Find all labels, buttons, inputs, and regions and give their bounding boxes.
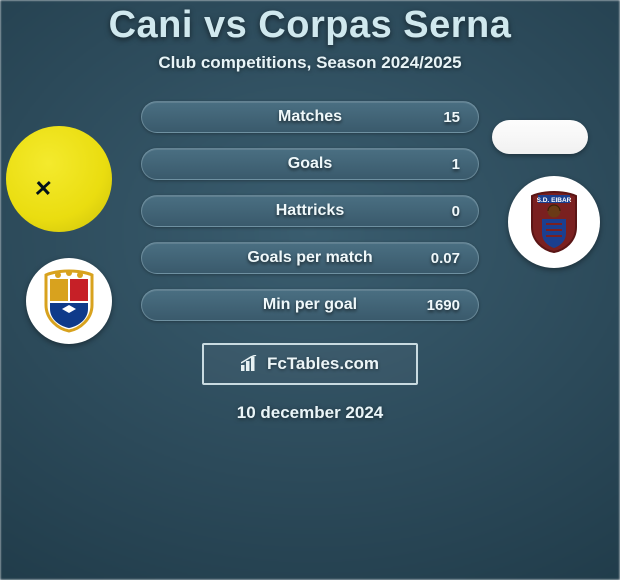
stat-label: Goals per match [247, 249, 372, 267]
stat-row: Goals per match 0.07 [141, 242, 479, 274]
page-title: Cani vs Corpas Serna [109, 4, 512, 47]
stat-value-right: 15 [443, 109, 460, 126]
stat-label: Min per goal [263, 296, 357, 314]
stat-row: Goals 1 [141, 148, 479, 180]
eibar-crest-icon: S.D. EIBAR [526, 189, 582, 255]
stat-label: Matches [278, 108, 342, 126]
infographic-container: Cani vs Corpas Serna Club competitions, … [0, 0, 620, 580]
stat-row: Matches 15 [141, 101, 479, 133]
stat-row: Hattricks 0 [141, 195, 479, 227]
stat-row: Min per goal 1690 [141, 289, 479, 321]
stat-value-right: 1690 [427, 297, 460, 314]
stat-value-right: 0.07 [431, 250, 460, 267]
stats-list: Matches 15 Goals 1 Hattricks 0 Goals per… [141, 101, 479, 321]
stat-label: Hattricks [276, 202, 344, 220]
svg-text:S.D. EIBAR: S.D. EIBAR [537, 197, 572, 204]
jersey-logo-icon: ✕ [33, 176, 54, 202]
zaragoza-crest-icon [42, 269, 96, 333]
player-right-avatar-placeholder [492, 120, 588, 154]
club-left-crest [26, 258, 112, 344]
brand-box: FcTables.com [202, 343, 418, 385]
player-left-avatar: ✕ [6, 126, 112, 232]
stat-value-right: 0 [452, 203, 460, 220]
date-text: 10 december 2024 [237, 403, 384, 423]
club-right-crest: S.D. EIBAR [508, 176, 600, 268]
bar-chart-icon [241, 355, 261, 373]
page-subtitle: Club competitions, Season 2024/2025 [158, 53, 461, 73]
stat-value-right: 1 [452, 156, 460, 173]
stat-label: Goals [288, 155, 332, 173]
brand-text: FcTables.com [267, 354, 379, 374]
